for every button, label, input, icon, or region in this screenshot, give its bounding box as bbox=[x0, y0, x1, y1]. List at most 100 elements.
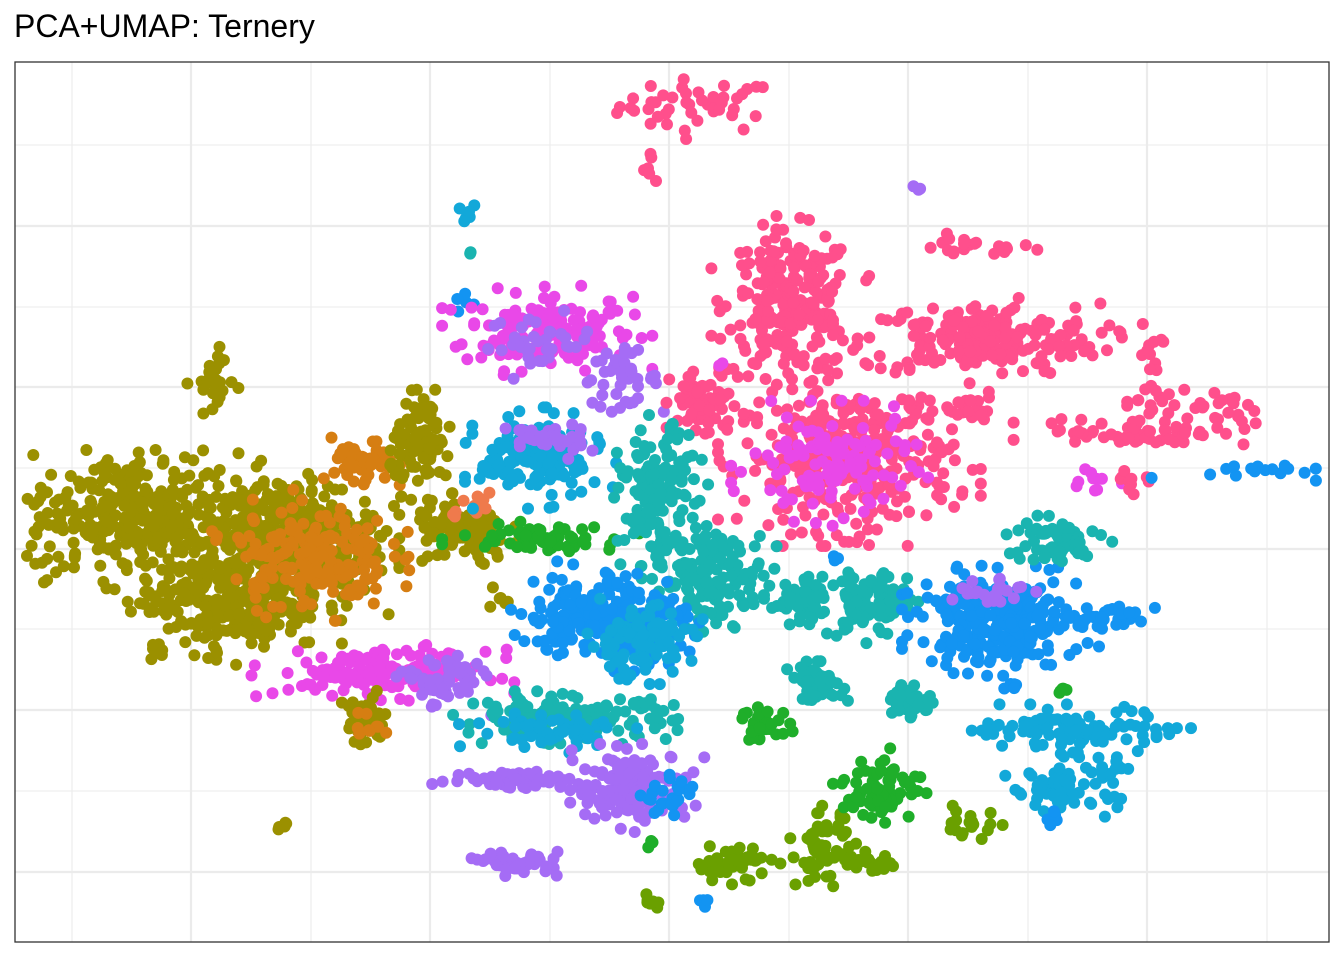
data-point bbox=[547, 500, 560, 513]
data-point bbox=[1114, 326, 1127, 339]
data-point bbox=[664, 421, 677, 434]
data-point bbox=[338, 520, 351, 533]
data-point bbox=[675, 473, 688, 486]
data-point bbox=[134, 556, 147, 568]
data-point bbox=[420, 463, 433, 476]
data-point bbox=[567, 407, 580, 420]
data-point bbox=[686, 623, 699, 636]
data-point bbox=[563, 624, 576, 637]
data-point bbox=[680, 557, 693, 570]
data-point bbox=[207, 387, 219, 400]
data-point bbox=[531, 685, 544, 698]
data-point bbox=[731, 92, 743, 105]
data-point bbox=[57, 560, 70, 573]
data-point bbox=[336, 535, 349, 548]
data-point bbox=[628, 308, 641, 321]
cluster-blue bbox=[1145, 459, 1322, 487]
data-point bbox=[674, 542, 687, 554]
data-point bbox=[362, 724, 375, 737]
data-point bbox=[642, 103, 655, 116]
data-point bbox=[529, 471, 542, 484]
data-point bbox=[924, 241, 937, 254]
data-point bbox=[788, 449, 801, 462]
data-point bbox=[605, 405, 618, 418]
data-point bbox=[830, 629, 843, 642]
data-point bbox=[789, 878, 802, 891]
data-point bbox=[250, 460, 263, 473]
data-point bbox=[635, 332, 648, 344]
data-point bbox=[714, 332, 727, 345]
data-point bbox=[930, 476, 943, 489]
data-point bbox=[548, 290, 561, 303]
data-point bbox=[862, 359, 875, 372]
data-point bbox=[484, 847, 497, 860]
data-point bbox=[671, 433, 684, 446]
data-point bbox=[476, 303, 489, 316]
data-point bbox=[550, 869, 563, 882]
data-point bbox=[534, 450, 547, 463]
data-point bbox=[792, 420, 805, 433]
data-point bbox=[167, 473, 180, 486]
data-point bbox=[185, 617, 198, 629]
data-point bbox=[404, 671, 417, 684]
cluster-magenta bbox=[713, 357, 729, 372]
data-point bbox=[868, 424, 881, 437]
data-point bbox=[569, 341, 582, 353]
data-point bbox=[1101, 344, 1113, 357]
data-point bbox=[682, 584, 695, 597]
data-point bbox=[831, 436, 844, 448]
data-point bbox=[645, 835, 658, 847]
data-point bbox=[618, 534, 631, 546]
data-point bbox=[889, 435, 902, 448]
data-point bbox=[1144, 425, 1156, 438]
data-point bbox=[459, 436, 472, 449]
data-point bbox=[249, 537, 262, 550]
data-point bbox=[661, 450, 674, 463]
data-point bbox=[808, 249, 821, 262]
data-point bbox=[581, 376, 594, 389]
data-point bbox=[310, 521, 322, 534]
data-point bbox=[508, 309, 521, 322]
data-point bbox=[826, 420, 839, 432]
data-point bbox=[515, 608, 528, 620]
data-point bbox=[860, 637, 873, 650]
data-point bbox=[907, 180, 920, 193]
data-point bbox=[507, 372, 520, 385]
data-point bbox=[628, 826, 641, 838]
data-point bbox=[718, 79, 730, 92]
data-point bbox=[1031, 243, 1044, 256]
data-point bbox=[276, 494, 289, 506]
data-point bbox=[874, 362, 887, 375]
data-point bbox=[210, 490, 223, 503]
data-point bbox=[466, 427, 479, 440]
data-point bbox=[831, 367, 843, 380]
data-point bbox=[964, 345, 977, 358]
data-point bbox=[842, 535, 855, 548]
data-point bbox=[564, 530, 577, 543]
data-point bbox=[799, 576, 812, 589]
data-point bbox=[868, 397, 881, 410]
data-point bbox=[508, 331, 521, 344]
data-point bbox=[632, 489, 645, 501]
data-point bbox=[409, 460, 422, 473]
data-point bbox=[733, 841, 746, 854]
data-point bbox=[1017, 365, 1029, 378]
cluster-purple bbox=[581, 342, 670, 418]
data-point bbox=[651, 492, 664, 505]
data-point bbox=[326, 604, 339, 617]
data-point bbox=[477, 460, 490, 472]
data-point bbox=[509, 720, 522, 733]
data-point bbox=[904, 460, 917, 472]
data-point bbox=[562, 452, 575, 465]
data-point bbox=[863, 331, 876, 344]
data-point bbox=[1157, 335, 1170, 348]
data-point bbox=[1000, 306, 1013, 319]
data-point bbox=[818, 844, 831, 856]
data-point bbox=[894, 479, 907, 492]
data-point bbox=[213, 340, 226, 353]
data-point bbox=[828, 354, 841, 366]
data-point bbox=[41, 507, 54, 519]
data-point bbox=[613, 101, 626, 113]
data-point bbox=[439, 500, 451, 513]
data-point bbox=[1248, 405, 1261, 417]
